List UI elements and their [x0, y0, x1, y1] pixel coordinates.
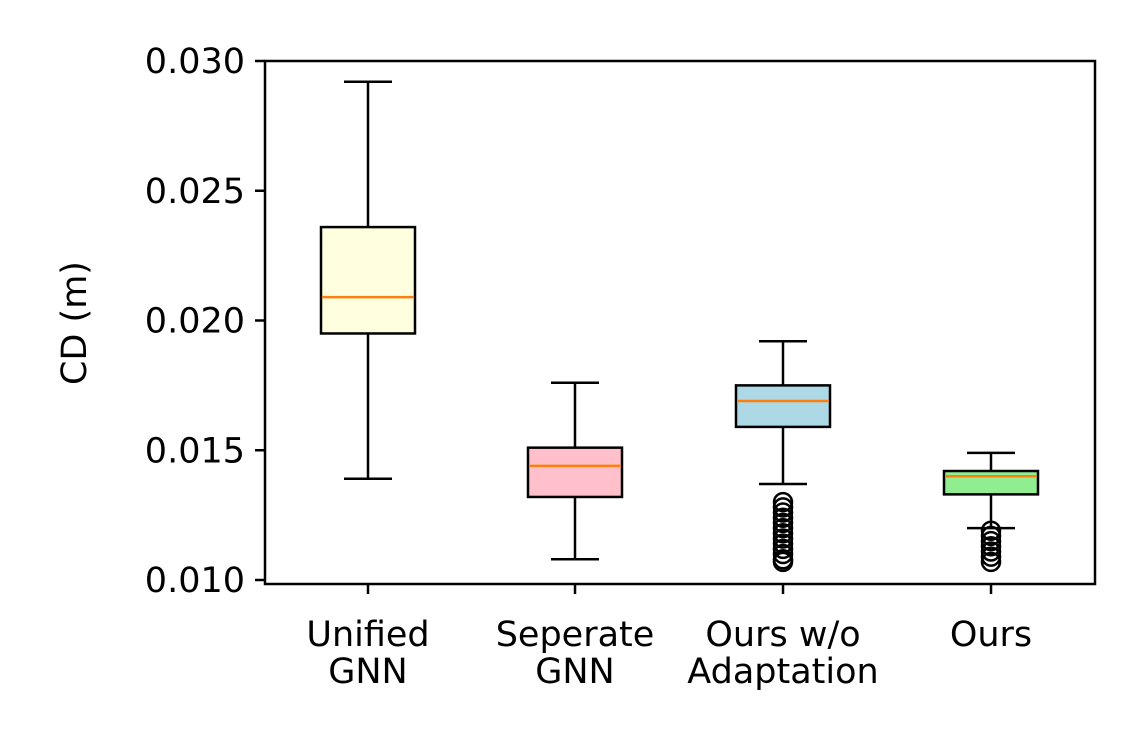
y-axis-label: CD (m)	[55, 261, 95, 385]
y-axis: 0.010 0.015 0.020 0.025 0.030	[145, 42, 265, 601]
box-group	[526, 381, 624, 561]
x-category-label-line: GNN	[535, 652, 615, 692]
y-tick-label: 0.015	[145, 431, 245, 471]
outlier-point	[980, 541, 1002, 562]
box-group	[942, 451, 1040, 573]
x-category-label: Ours w/o Adaptation	[687, 615, 878, 692]
x-category-label: Seperate GNN	[496, 615, 655, 692]
outlier-point	[980, 551, 1002, 573]
plot-marks	[319, 80, 1040, 573]
outlier-point	[772, 512, 794, 534]
outlier-point	[772, 497, 794, 518]
box-group	[319, 80, 417, 481]
outlier-point	[772, 502, 794, 523]
outlier-point	[772, 517, 794, 539]
x-category-label-line: Ours w/o	[705, 615, 860, 655]
outlier-point	[772, 491, 794, 513]
x-category-label-line: Ours	[950, 615, 1032, 655]
outlier-point	[772, 523, 794, 544]
plot-area-frame	[263, 59, 1097, 586]
box-iqr	[734, 384, 832, 429]
outlier-point	[772, 543, 794, 565]
x-category-label-line: GNN	[328, 652, 408, 692]
x-category-label-line: Unified	[306, 615, 429, 655]
x-category-label-line: Adaptation	[687, 652, 878, 692]
outlier-point	[772, 528, 794, 549]
outlier-point	[980, 530, 1002, 552]
x-category-label: Unified GNN	[306, 615, 429, 692]
box-group	[734, 340, 832, 573]
outlier-point	[772, 507, 794, 528]
outlier-point	[980, 520, 1002, 541]
x-category-label: Ours	[950, 615, 1032, 655]
outlier-point	[772, 551, 794, 573]
box-iqr	[942, 469, 1040, 496]
y-tick-label: 0.010	[145, 561, 245, 601]
outlier-point	[772, 538, 794, 560]
y-tick-label: 0.025	[145, 172, 245, 212]
outlier-point	[980, 525, 1002, 547]
box-iqr	[526, 446, 624, 499]
outlier-point	[980, 536, 1002, 557]
x-category-label-line: Seperate	[496, 615, 655, 655]
y-tick-label: 0.030	[145, 42, 245, 82]
y-tick-label: 0.020	[145, 302, 245, 342]
outlier-point	[980, 546, 1002, 567]
box-iqr	[319, 225, 417, 335]
